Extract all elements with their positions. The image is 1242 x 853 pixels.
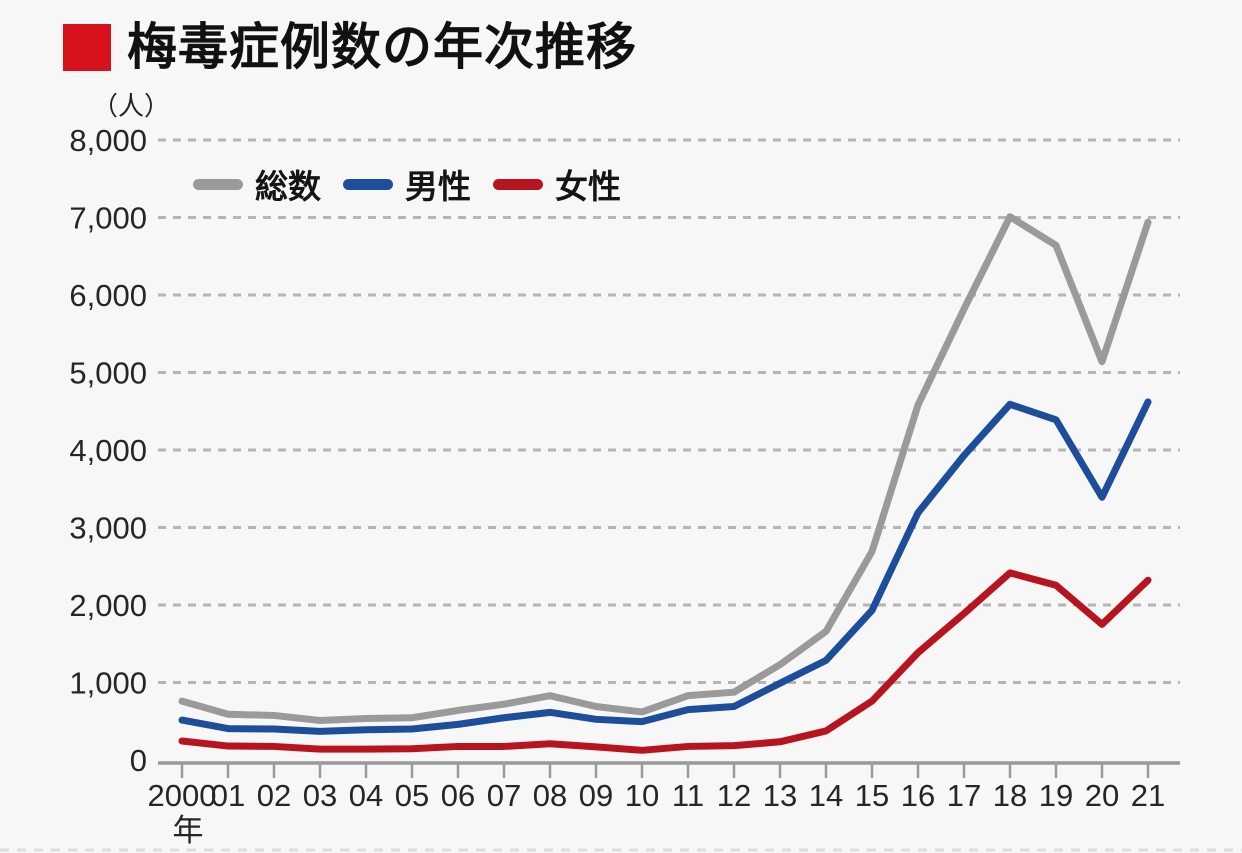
legend-item-1: 男性 bbox=[343, 160, 471, 208]
x-axis-era-label: 年 bbox=[173, 813, 204, 848]
x-tick-label: 15 bbox=[855, 778, 889, 813]
x-tick-label: 03 bbox=[303, 778, 337, 813]
y-axis-unit-label: （人） bbox=[92, 91, 171, 121]
x-tick-label: 05 bbox=[395, 778, 429, 813]
legend-item-0: 総数 bbox=[193, 160, 321, 208]
x-tick-label: 04 bbox=[349, 778, 383, 813]
x-tick-label: 14 bbox=[809, 778, 843, 813]
y-tick-label: 0 bbox=[130, 743, 147, 778]
y-tick-label: 4,000 bbox=[69, 433, 147, 468]
x-tick-label: 10 bbox=[625, 778, 659, 813]
x-tick-label: 06 bbox=[441, 778, 475, 813]
legend-swatch bbox=[343, 178, 393, 190]
x-tick-label: 19 bbox=[1039, 778, 1073, 813]
page-title: 梅毒症例数の年次推移 bbox=[127, 19, 637, 75]
legend-label: 男性 bbox=[405, 168, 471, 205]
series-line-total bbox=[178, 213, 1152, 724]
legend-swatch bbox=[493, 178, 543, 190]
series-line-male bbox=[178, 398, 1152, 735]
y-tick-label: 7,000 bbox=[69, 201, 147, 236]
title-bullet-square bbox=[63, 24, 111, 71]
series-line-female bbox=[178, 569, 1152, 754]
legend-swatch bbox=[193, 178, 243, 190]
x-tick-label: 16 bbox=[901, 778, 935, 813]
y-tick-label: 3,000 bbox=[69, 511, 147, 546]
x-tick-label: 13 bbox=[763, 778, 797, 813]
x-tick-label: 2000 bbox=[148, 778, 217, 813]
x-tick-label: 02 bbox=[257, 778, 291, 813]
y-tick-label: 6,000 bbox=[69, 278, 147, 313]
x-tick-label: 20 bbox=[1085, 778, 1119, 813]
x-tick-label: 17 bbox=[947, 778, 981, 813]
y-tick-label: 8,000 bbox=[69, 123, 147, 158]
x-tick-label: 09 bbox=[579, 778, 613, 813]
x-tick-label: 01 bbox=[211, 778, 245, 813]
y-tick-label: 2,000 bbox=[69, 588, 147, 623]
x-tick-label: 12 bbox=[717, 778, 751, 813]
y-tick-label: 5,000 bbox=[69, 356, 147, 391]
x-tick-label: 08 bbox=[533, 778, 567, 813]
chart-legend: 総数 男性 女性 bbox=[193, 160, 621, 208]
x-tick-label: 18 bbox=[993, 778, 1027, 813]
y-tick-label: 1,000 bbox=[69, 666, 147, 701]
legend-label: 女性 bbox=[555, 168, 621, 205]
x-tick-label: 07 bbox=[487, 778, 521, 813]
chart-header: 梅毒症例数の年次推移 bbox=[63, 22, 637, 73]
legend-item-2: 女性 bbox=[493, 160, 621, 208]
legend-label: 総数 bbox=[255, 168, 321, 205]
x-tick-label: 21 bbox=[1131, 778, 1165, 813]
x-tick-label: 11 bbox=[672, 778, 704, 813]
